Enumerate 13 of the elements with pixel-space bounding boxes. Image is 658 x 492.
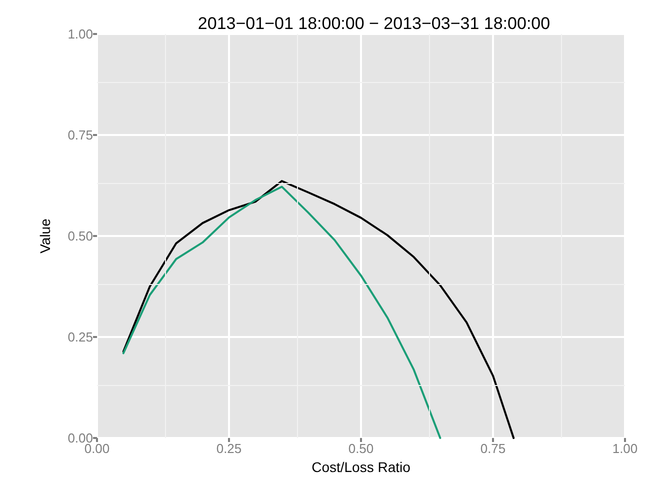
x-tick-label: 0.50 — [348, 441, 374, 456]
y-tick-label: 0.50 — [68, 228, 93, 244]
line-series — [122, 186, 442, 439]
chart-title: 2013−01−01 18:00:00 − 2013−03−31 18:00:00 — [198, 14, 550, 33]
x-axis-title: Cost/Loss Ratio — [312, 459, 411, 475]
y-tick-label: 1.00 — [68, 26, 93, 42]
line-series — [122, 180, 515, 439]
y-tick-label: 0.25 — [68, 330, 93, 344]
y-tick-label: 0.75 — [68, 128, 93, 142]
x-tick-label: 0.75 — [480, 441, 506, 456]
x-tick-label: 1.00 — [612, 441, 638, 456]
y-axis-title: Value — [37, 218, 53, 254]
x-tick-label: 0.25 — [216, 441, 242, 456]
